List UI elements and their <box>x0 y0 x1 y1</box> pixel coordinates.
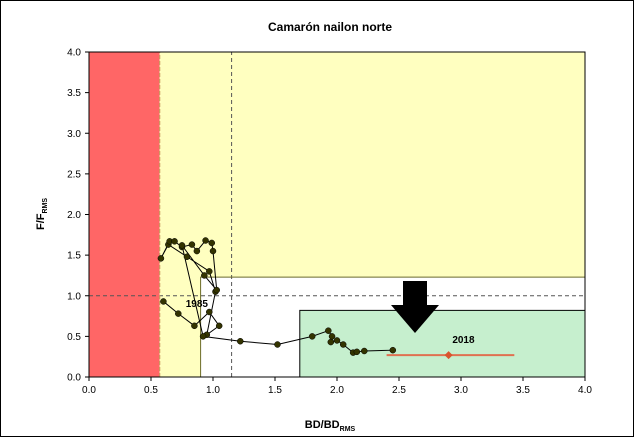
annotation-label: 1985 <box>186 299 209 310</box>
arrow-down-shape <box>391 281 439 333</box>
y-tick-label: 3.0 <box>67 129 81 140</box>
data-point <box>160 298 167 305</box>
y-tick-label: 0.5 <box>67 332 81 343</box>
data-point <box>333 337 341 344</box>
data-point <box>201 272 208 279</box>
x-tick-label: 1.0 <box>206 385 220 396</box>
data-point <box>199 333 207 340</box>
data-point <box>325 327 332 334</box>
data-point <box>188 241 196 248</box>
zone-underexploited <box>299 310 585 377</box>
x-tick-label: 2.0 <box>330 385 344 396</box>
chart-zones <box>89 52 585 377</box>
y-tick-label: 1.0 <box>67 291 81 302</box>
x-tick-label: 4.0 <box>578 385 592 396</box>
data-point <box>213 286 220 294</box>
data-point <box>157 255 165 262</box>
data-point <box>175 310 182 317</box>
data-point <box>191 322 198 330</box>
x-tick-label: 0.5 <box>144 385 158 396</box>
data-point <box>208 239 216 247</box>
data-point <box>183 253 191 260</box>
y-tick-label: 2.5 <box>67 169 81 180</box>
data-point <box>206 268 213 275</box>
x-tick-label: 3.0 <box>454 385 468 396</box>
fully-exploited-boundary <box>200 276 585 377</box>
y-axis-label: F/FRMS <box>35 198 49 230</box>
zone-boundaries <box>159 52 585 377</box>
data-point <box>308 333 316 340</box>
data-point <box>389 346 397 354</box>
data-point <box>209 247 217 255</box>
underexploited-boundary <box>299 309 585 377</box>
data-point <box>361 347 368 355</box>
data-point <box>353 348 361 356</box>
data-point <box>327 338 335 346</box>
x-tick-label: 3.5 <box>516 385 530 396</box>
y-tick-label: 4.0 <box>67 48 81 59</box>
data-point <box>171 238 178 245</box>
axes: 0.0 0.5 1.0 1.5 2.0 2.5 3.0 3.5 4.0 0.0 0.5 1.0 1.5 2… <box>67 48 592 397</box>
data-point <box>339 341 347 348</box>
current-estimate: 1985 2018 <box>186 299 515 360</box>
x-tick-label: 0.0 <box>82 385 96 396</box>
y-tick-label: 3.5 <box>67 88 81 99</box>
y-tick-label: 0.0 <box>67 373 81 384</box>
x-tick-label: 2.5 <box>392 385 406 396</box>
arrow-down-icon <box>391 281 439 333</box>
data-point <box>328 333 336 340</box>
y-tick-label: 1.5 <box>67 251 81 262</box>
trajectory-series <box>157 237 397 356</box>
current-point <box>444 351 453 360</box>
data-point <box>215 322 223 330</box>
data-point <box>274 341 281 348</box>
data-point <box>237 338 244 345</box>
data-point <box>202 237 209 244</box>
chart-title: Camarón nailon norte <box>268 20 392 34</box>
data-point <box>193 247 201 255</box>
y-tick-label: 2.0 <box>67 210 81 221</box>
annotation-label: 2018 <box>452 335 475 346</box>
reference-lines <box>89 52 585 377</box>
x-axis-label: BD/BDRMS <box>305 419 356 433</box>
zone-collapse <box>89 52 160 377</box>
data-point <box>206 308 213 316</box>
x-tick-label: 1.5 <box>268 385 282 396</box>
data-point <box>178 242 186 249</box>
